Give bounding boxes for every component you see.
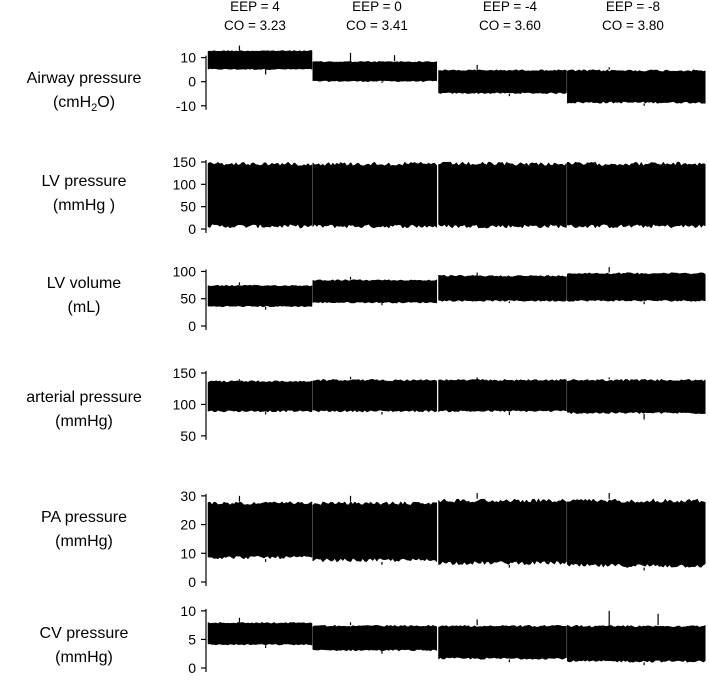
row-label-line1: Airway pressure xyxy=(26,70,142,87)
condition-co-text: CO = 3.80 xyxy=(602,18,664,33)
y-tick-label-pa-pressure: 0 xyxy=(188,574,196,590)
trace-lv-pressure-segment-0 xyxy=(207,161,313,229)
trace-arterial-pressure-segment-1 xyxy=(312,379,438,413)
trace-lv-volume-segment-0 xyxy=(207,284,313,308)
row-label-arterial-pressure: arterial pressure (mmHg) xyxy=(0,386,168,434)
trace-airway-pressure-segment-2 xyxy=(438,69,567,94)
row-label-line1: arterial pressure xyxy=(26,389,142,406)
y-tick-label-lv-volume: 100 xyxy=(173,263,197,279)
row-label-line2: (mL) xyxy=(67,299,101,316)
y-tick-label-airway-pressure: 10 xyxy=(180,50,196,66)
condition-eep-text: EEP = -8 xyxy=(605,0,661,14)
trace-lv-pressure-segment-2 xyxy=(438,161,567,229)
trace-pa-pressure-segment-3 xyxy=(567,498,706,568)
row-label-line1: CV pressure xyxy=(39,625,129,642)
y-tick-label-lv-volume: 0 xyxy=(188,318,196,334)
y-tick-label-pa-pressure: 30 xyxy=(180,488,196,504)
y-tick-label-airway-pressure: 0 xyxy=(188,74,196,90)
row-label-line2: (mmHg) xyxy=(55,413,113,430)
trace-arterial-pressure-segment-3 xyxy=(567,378,706,415)
y-tick-label-airway-pressure: -10 xyxy=(176,98,196,114)
trace-lv-volume-segment-2 xyxy=(438,275,567,302)
condition-co-text: CO = 3.60 xyxy=(479,18,541,33)
trace-cv-pressure-segment-0 xyxy=(207,621,313,646)
condition-label-eep-minus-4: EEP = -4 CO = 3.60 xyxy=(450,0,570,35)
y-tick-label-arterial-pressure: 50 xyxy=(180,428,196,444)
condition-co-text: CO = 3.23 xyxy=(224,18,286,33)
y-tick-label-arterial-pressure: 100 xyxy=(173,396,197,412)
row-label-line1: LV volume xyxy=(46,275,122,292)
trace-cv-pressure-segment-3 xyxy=(567,624,706,663)
trace-cv-pressure-segment-1 xyxy=(312,624,438,652)
condition-eep-text: EEP = 4 xyxy=(230,0,280,14)
trace-pa-pressure-segment-0 xyxy=(207,501,313,560)
row-label-line2: (cmH2O) xyxy=(52,94,116,115)
trace-lv-pressure-segment-1 xyxy=(312,161,438,229)
trace-arterial-pressure-segment-2 xyxy=(438,379,567,413)
y-tick-label-cv-pressure: 10 xyxy=(180,603,196,619)
trace-lv-pressure-segment-3 xyxy=(567,161,706,229)
condition-label-eep-0: EEP = 0 CO = 3.41 xyxy=(317,0,437,35)
row-label-cv-pressure: CV pressure (mmHg) xyxy=(0,622,168,670)
condition-co-text: CO = 3.41 xyxy=(346,18,408,33)
trace-lv-volume-segment-1 xyxy=(312,279,438,304)
row-label-line1: PA pressure xyxy=(41,509,127,526)
trace-pa-pressure-segment-2 xyxy=(438,498,567,566)
trace-airway-pressure-segment-0 xyxy=(207,50,313,70)
y-tick-label-cv-pressure: 0 xyxy=(188,660,196,676)
row-label-line2: (mmHg) xyxy=(55,533,113,550)
condition-label-eep-4: EEP = 4 CO = 3.23 xyxy=(195,0,315,35)
y-tick-label-arterial-pressure: 150 xyxy=(173,365,197,381)
y-tick-label-pa-pressure: 20 xyxy=(180,517,196,533)
row-label-line2: (mmHg) xyxy=(55,649,113,666)
trace-pa-pressure-segment-1 xyxy=(312,501,438,563)
y-tick-label-lv-pressure: 50 xyxy=(180,199,196,215)
trace-airway-pressure-segment-1 xyxy=(312,61,438,82)
trace-airway-pressure-segment-3 xyxy=(567,69,706,104)
row-label-line2: (mmHg ) xyxy=(52,197,116,214)
row-label-line1: LV pressure xyxy=(41,173,127,190)
y-tick-label-lv-volume: 50 xyxy=(180,291,196,307)
y-tick-label-lv-pressure: 100 xyxy=(173,176,197,192)
condition-label-eep-minus-8: EEP = -8 CO = 3.80 xyxy=(573,0,693,35)
y-tick-label-lv-pressure: 150 xyxy=(173,154,197,170)
y-tick-label-pa-pressure: 10 xyxy=(180,545,196,561)
row-label-airway-pressure: Airway pressure (cmH2O) xyxy=(0,67,168,120)
trace-cv-pressure-segment-2 xyxy=(438,624,567,660)
row-label-lv-volume: LV volume (mL) xyxy=(0,272,168,320)
y-tick-label-lv-pressure: 0 xyxy=(188,221,196,237)
row-label-lv-pressure: LV pressure (mmHg ) xyxy=(0,170,168,218)
condition-eep-text: EEP = -4 xyxy=(482,0,538,14)
y-tick-label-cv-pressure: 5 xyxy=(188,631,196,647)
condition-eep-text: EEP = 0 xyxy=(352,0,402,14)
trace-lv-volume-segment-3 xyxy=(567,272,706,302)
row-label-pa-pressure: PA pressure (mmHg) xyxy=(0,506,168,554)
trace-arterial-pressure-segment-0 xyxy=(207,380,313,413)
